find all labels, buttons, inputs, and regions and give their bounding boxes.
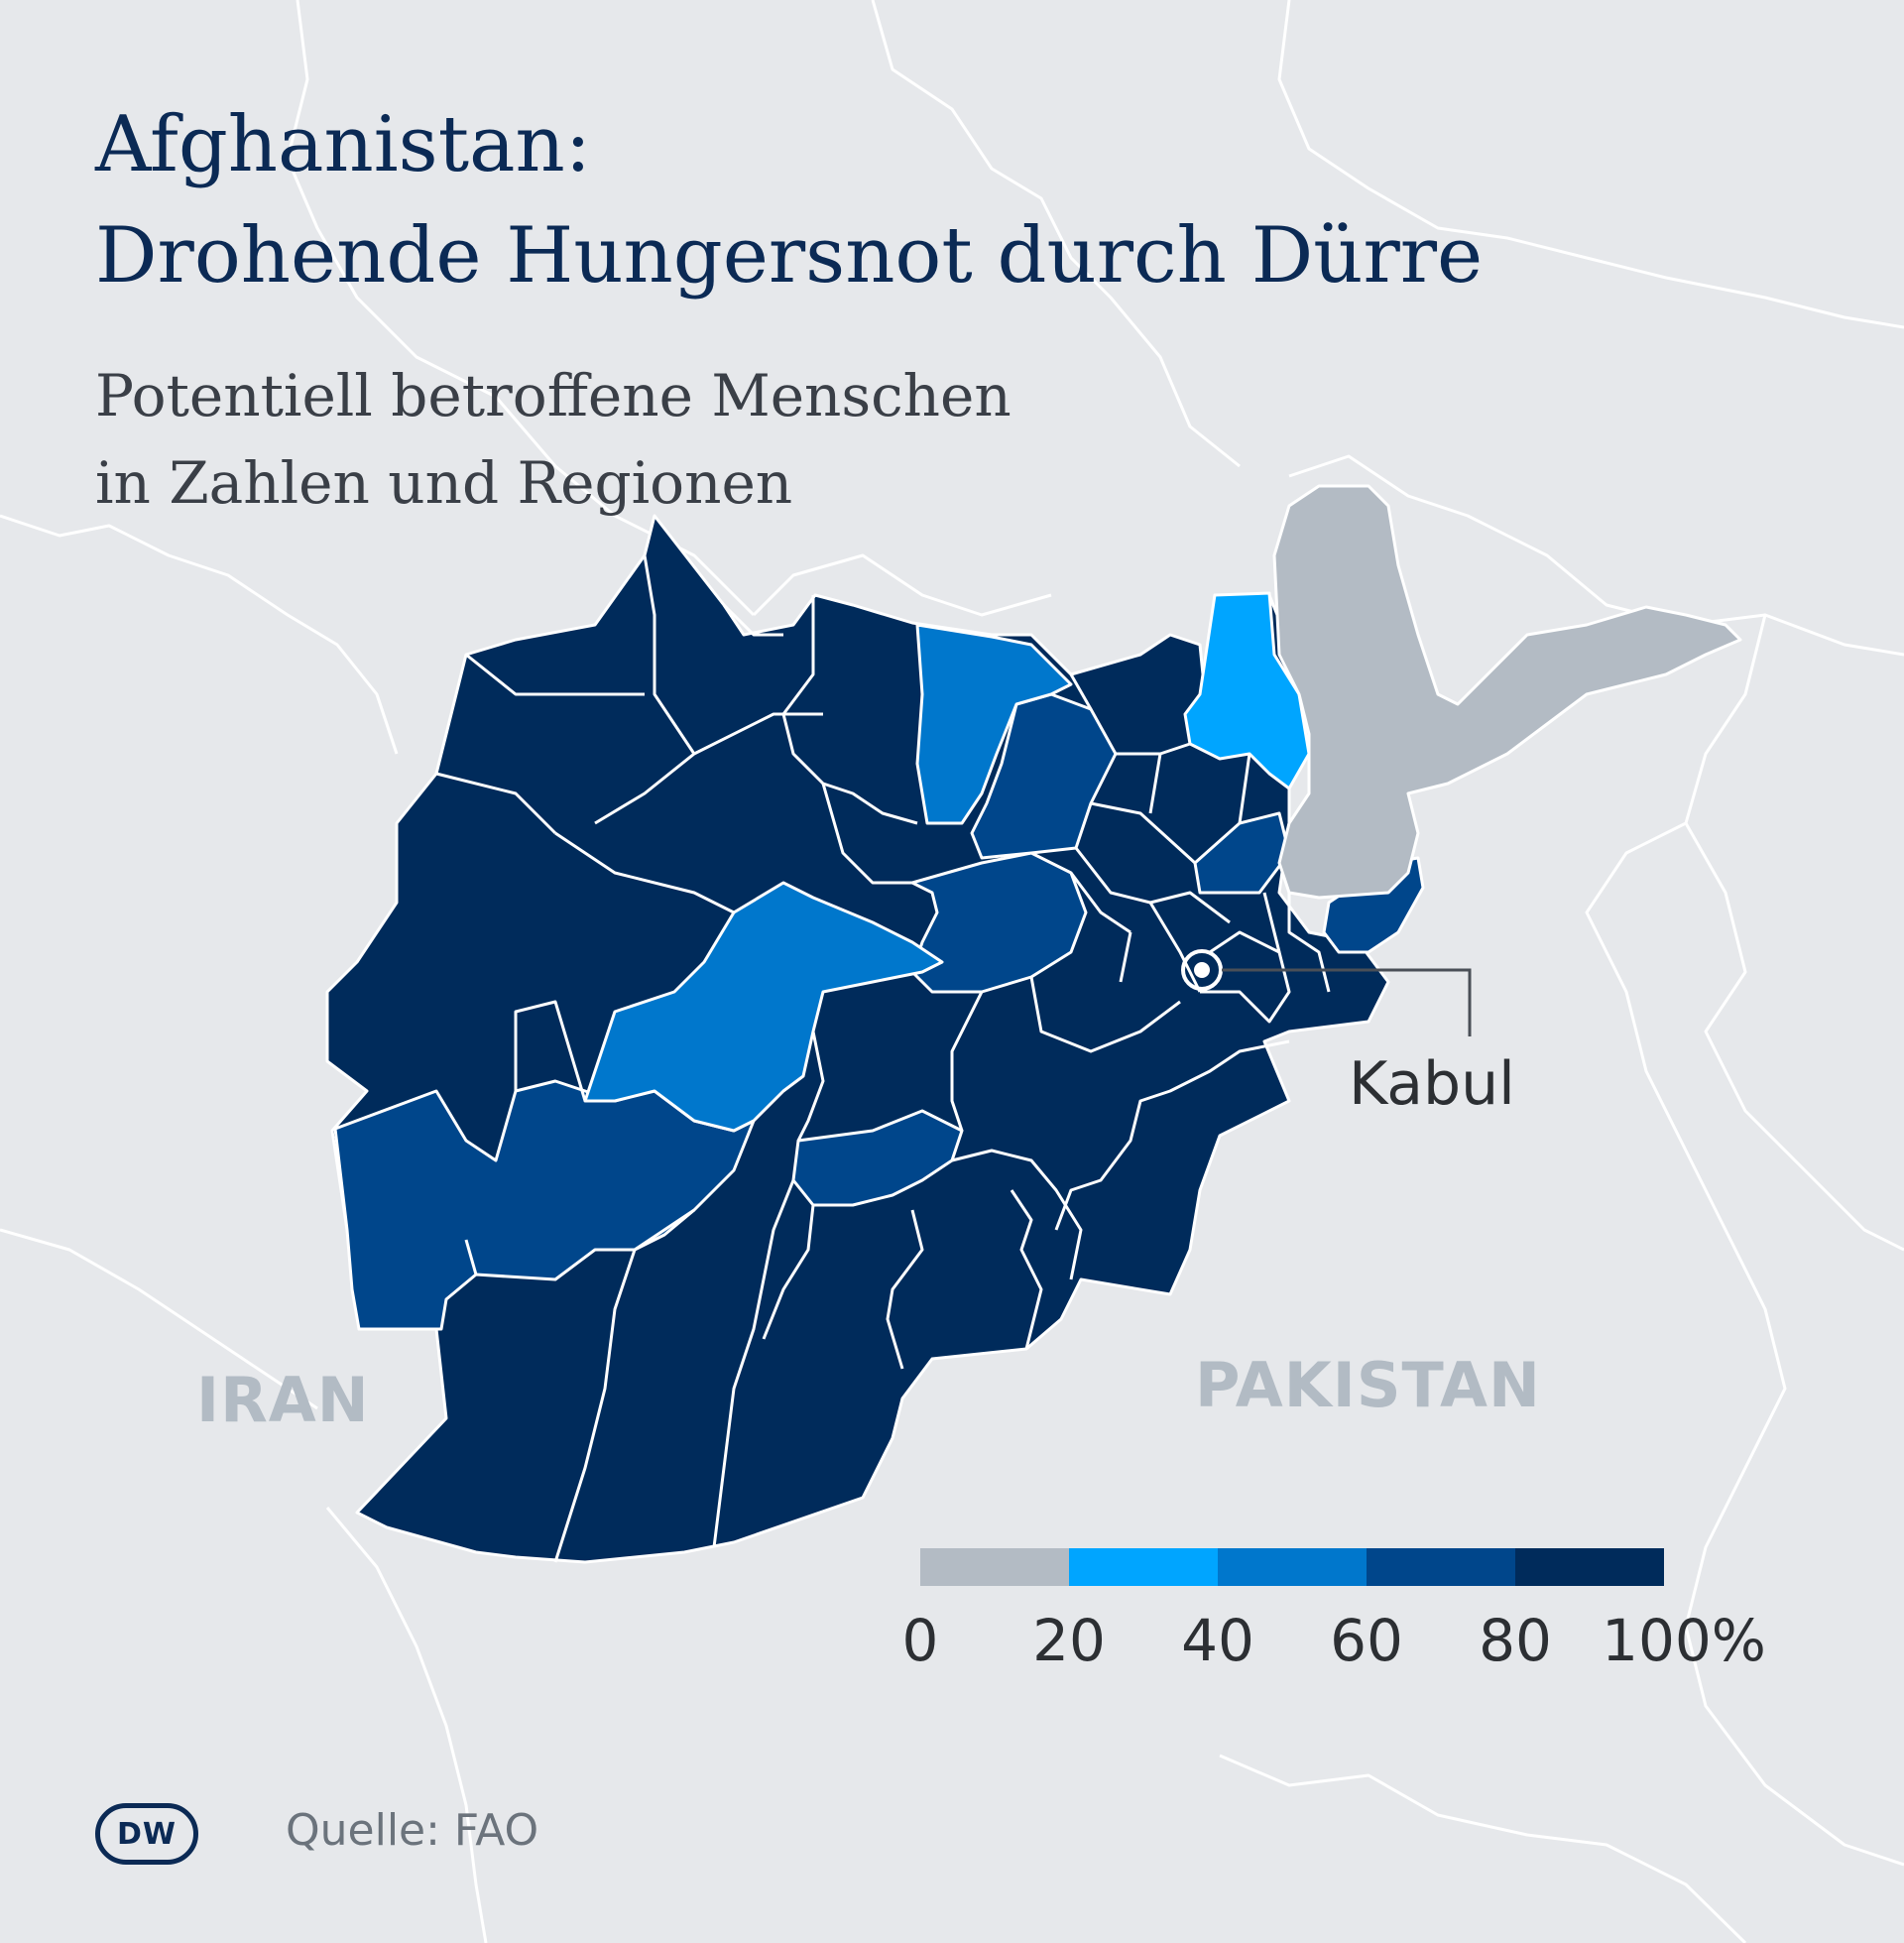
province-bamyan xyxy=(910,851,1088,994)
province-uruzgan xyxy=(791,1109,964,1207)
country-label-iran: IRAN xyxy=(196,1364,370,1436)
province-layer xyxy=(325,484,1742,1564)
province-jawzjan xyxy=(915,623,1073,825)
page-subtitle: Potentiell betroffene Menschen in Zahlen… xyxy=(95,352,1012,527)
legend-tick-0: 0 xyxy=(901,1607,939,1674)
capital-marker-icon xyxy=(1181,949,1223,991)
province-samangan xyxy=(970,692,1118,860)
kabul-leader-line xyxy=(1222,968,1472,1036)
province-badakhshan xyxy=(1272,484,1742,900)
legend-tick-4: 80 xyxy=(1479,1607,1552,1674)
legend-swatch-20-40 xyxy=(1069,1548,1218,1586)
logo-text: DW xyxy=(117,1816,177,1852)
legend-swatch-40-60 xyxy=(1218,1548,1367,1586)
province-borders xyxy=(435,554,1331,1563)
province-ghor xyxy=(583,881,944,1133)
legend-tick-5: 100% xyxy=(1602,1607,1766,1674)
page-title: Afghanistan: Drohende Hungersnot durch D… xyxy=(95,89,1483,311)
city-label-kabul: Kabul xyxy=(1349,1049,1515,1119)
legend-tick-3: 60 xyxy=(1330,1607,1403,1674)
source-note: Quelle: FAO xyxy=(286,1805,539,1856)
subtitle-line-1: Potentiell betroffene Menschen xyxy=(95,362,1012,429)
province-farah xyxy=(333,1079,756,1331)
subtitle-line-2: in Zahlen und Regionen xyxy=(95,449,793,517)
province-takhar xyxy=(1183,591,1311,790)
legend-tick-1: 20 xyxy=(1032,1607,1106,1674)
legend-swatch-60-80 xyxy=(1367,1548,1515,1586)
legend-tick-labels: 0 20 40 60 80 100% xyxy=(902,1607,1766,1686)
dw-logo-icon: DW xyxy=(95,1803,198,1865)
legend-color-scale xyxy=(920,1548,1664,1586)
legend-swatch-80-100 xyxy=(1515,1548,1664,1586)
legend-tick-2: 40 xyxy=(1181,1607,1254,1674)
title-line-2: Drohende Hungersnot durch Dürre xyxy=(95,211,1484,301)
province-baghlan-east xyxy=(1193,811,1291,895)
title-line-1: Afghanistan: xyxy=(95,100,592,189)
legend-swatch-0-20 xyxy=(920,1548,1069,1586)
country-label-pakistan: PAKISTAN xyxy=(1195,1349,1541,1421)
